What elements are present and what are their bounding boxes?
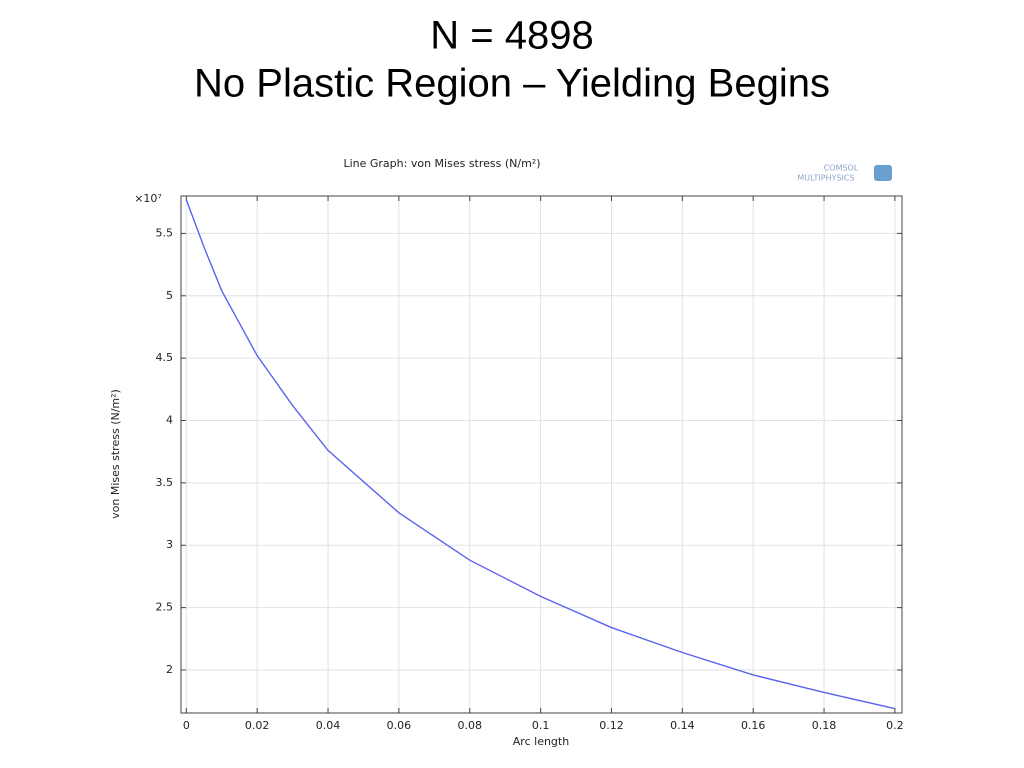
- logo-icon: [874, 165, 892, 181]
- y-tick-label: 3.5: [156, 476, 174, 489]
- x-tick-label: 0.1: [532, 719, 550, 732]
- x-axis-label: Arc length: [513, 735, 569, 748]
- x-tick-label: 0.02: [245, 719, 270, 732]
- x-tick-label: 0.16: [741, 719, 766, 732]
- x-tick-label: 0.04: [316, 719, 341, 732]
- y-tick-label: 4.5: [156, 351, 174, 364]
- y-axis-label: von Mises stress (N/m²): [109, 389, 122, 519]
- slide-title: N = 4898: [430, 14, 593, 58]
- x-tick-label: 0.18: [812, 719, 837, 732]
- y-tick-label: 3: [166, 538, 173, 551]
- x-tick-label: 0.08: [458, 719, 483, 732]
- logo-text: COMSOL: [824, 164, 859, 173]
- y-tick-label: 2: [166, 663, 173, 676]
- y-tick-label: 4: [166, 414, 173, 427]
- chart-title: Line Graph: von Mises stress (N/m²): [343, 157, 540, 170]
- logo-text: MULTIPHYSICS: [797, 174, 854, 183]
- x-tick-label: 0.2: [886, 719, 904, 732]
- x-tick-label: 0.14: [670, 719, 695, 732]
- slide-subtitle: No Plastic Region – Yielding Begins: [194, 62, 830, 106]
- y-tick-label: 5.5: [156, 226, 174, 239]
- y-multiplier: ×10⁷: [134, 192, 162, 205]
- x-tick-label: 0.12: [599, 719, 624, 732]
- y-tick-label: 5: [166, 289, 173, 302]
- plot-frame: [180, 195, 903, 714]
- y-tick-label: 2.5: [156, 601, 174, 614]
- data-line: [185, 199, 896, 710]
- x-tick-label: 0.06: [387, 719, 412, 732]
- x-tick-label: 0: [183, 719, 190, 732]
